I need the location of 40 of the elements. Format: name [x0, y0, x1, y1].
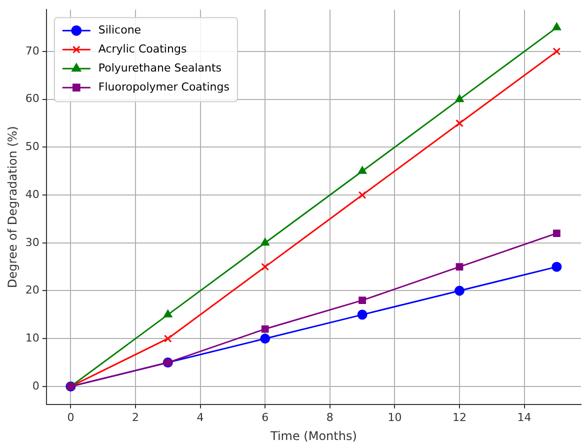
point	[358, 296, 366, 304]
y-tick-label: 70	[25, 44, 40, 58]
x-tick-label: 4	[196, 410, 204, 424]
y-tick-label: 10	[25, 331, 40, 344]
y-tick-label: 0	[32, 379, 40, 392]
point	[456, 263, 464, 270]
point	[164, 310, 172, 318]
legend-label: Acrylic Coatings	[98, 42, 187, 56]
x-tick-label: 6	[262, 410, 269, 424]
x-tick-label: 8	[326, 410, 334, 424]
legend-label: Polyurethane Sealants	[98, 61, 222, 74]
point	[358, 166, 367, 174]
y-tick-label: 20	[25, 284, 40, 297]
y-tick-label: 30	[25, 236, 40, 249]
x-tick-label: 14	[517, 410, 532, 424]
point	[260, 238, 270, 246]
point	[454, 286, 464, 296]
y-axis-title: Degree of Degradation (%)	[5, 126, 20, 288]
point	[553, 230, 560, 237]
y-tick-label: 40	[25, 188, 40, 201]
point	[261, 262, 270, 271]
x-tick-label: 0	[67, 410, 74, 424]
point	[456, 119, 464, 128]
y-tick-label: 50	[25, 140, 40, 154]
y-tick-label: 60	[25, 92, 40, 106]
point	[552, 262, 562, 272]
point	[164, 334, 172, 343]
point	[357, 310, 368, 320]
point	[358, 191, 366, 199]
point	[261, 325, 269, 333]
point	[260, 334, 270, 344]
legend-label: Fluoropolymer Coatings	[98, 80, 230, 94]
point	[552, 22, 562, 30]
legend-label: Silicone	[98, 23, 142, 36]
x-axis-title: Time (Months)	[269, 428, 357, 443]
point	[455, 94, 464, 102]
point	[552, 48, 561, 56]
x-tick-label: 10	[388, 410, 402, 424]
x-tick-label: 2	[132, 410, 139, 424]
x-tick-label: 12	[452, 410, 466, 424]
